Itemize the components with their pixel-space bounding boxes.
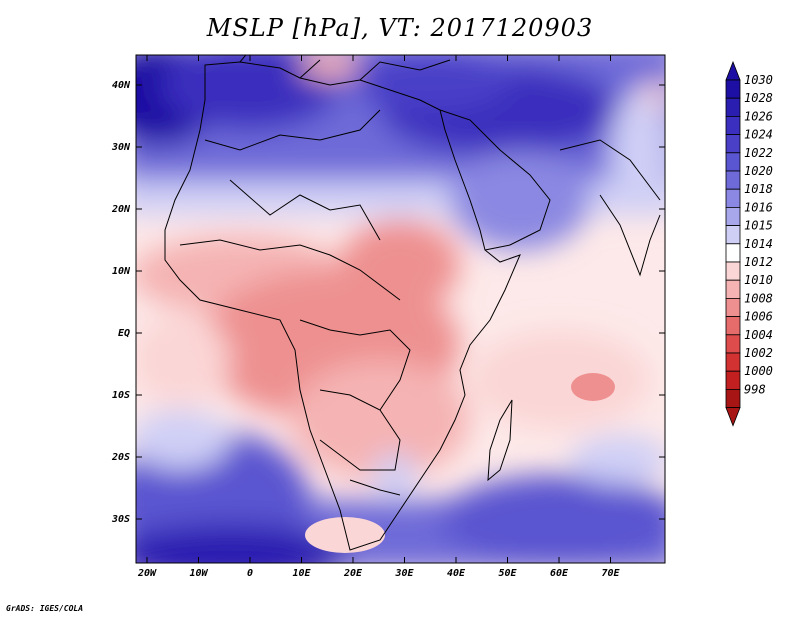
colorbar-label: 1016 [744,200,773,214]
colorbar-label: 1008 [744,291,773,305]
colorbar-swatch [725,188,741,208]
lat-tick-label: 30S [111,514,130,525]
colorbar-swatch [725,261,741,281]
lon-tick-label: 10W [189,568,208,579]
lon-tick-label: 20W [137,568,157,579]
coastlines [164,55,661,551]
colorbar-swatch [725,352,741,372]
lon-tick-label: 30E [394,568,414,579]
colorbar-label: 1000 [744,364,773,378]
lon-tick-label: 50E [498,568,517,579]
colorbar-label: 1012 [744,255,773,269]
colorbar-swatch [725,334,741,354]
longitude-axis: 20W 10W 0 10E 20E 30E 40E 50E 60E 70E [137,55,621,579]
plot-frame [135,54,666,564]
lon-tick-label: 70E [601,568,620,579]
colorbar-label: 1010 [744,273,773,287]
lon-tick-label: 60E [550,568,569,579]
latitude-axis: 40N 30N 20N 10N EQ 10S 20S 30S [111,80,665,525]
lon-tick-label: 20E [343,568,363,579]
lat-tick-label: 40N [112,80,131,91]
lat-tick-label: EQ [118,328,130,339]
colorbar-swatch [725,316,741,336]
lat-tick-label: 20N [111,204,131,215]
colorbar-swatch [725,388,741,408]
colorbar-label: 1018 [744,182,773,196]
colorbar-swatch [725,370,741,390]
lon-tick-label: 40E [447,568,466,579]
lat-tick-label: 10S [112,390,130,401]
colorbar-label: 1015 [744,219,773,233]
colorbar-label: 1030 [744,73,773,87]
grads-credit: GrADS: IGES/COLA [6,604,84,613]
lat-tick-label: 10N [112,266,131,277]
colorbar-label: 1004 [744,328,773,342]
colorbar-label: 1026 [744,109,773,123]
colorbar-label: 1006 [744,310,773,324]
colorbar-label: 1022 [744,146,773,160]
colorbar-swatch [725,170,741,190]
lat-tick-label: 30N [111,142,131,153]
map-title: MSLP [hPa], VT: 2017120903 [206,14,594,42]
colorbar-swatch [725,206,741,226]
colorbar-swatch [725,79,741,99]
colorbar-label: 1002 [744,346,773,360]
colorbar-label: 1020 [744,164,773,178]
pressure-field [136,55,665,563]
colorbar-swatch [725,97,741,117]
colorbar-label: 1024 [744,128,773,142]
colorbar-label: 1028 [744,91,773,105]
colorbar-swatch [725,134,741,154]
southern-africa-ridge-gap [305,517,385,553]
lon-tick-label: 10E [292,568,311,579]
lon-tick-label: 0 [247,568,253,579]
colorbar-top-arrow [725,60,741,81]
colorbar-swatch [725,116,741,136]
colorbar-swatch [725,243,741,263]
lat-tick-label: 20S [111,452,130,463]
colorbar-label: 998 [744,382,766,396]
colorbar-swatch [725,279,741,299]
colorbar-swatch [725,297,741,317]
indian-ocean-low [571,373,615,401]
colorbar-label: 1014 [744,237,773,251]
colorbar: 1030 1028 1026 1024 1022 1020 1018 1016 1015 1014… [725,60,773,427]
colorbar-swatch [725,225,741,245]
colorbar-bottom-arrow [725,407,741,427]
colorbar-swatch [725,152,741,172]
